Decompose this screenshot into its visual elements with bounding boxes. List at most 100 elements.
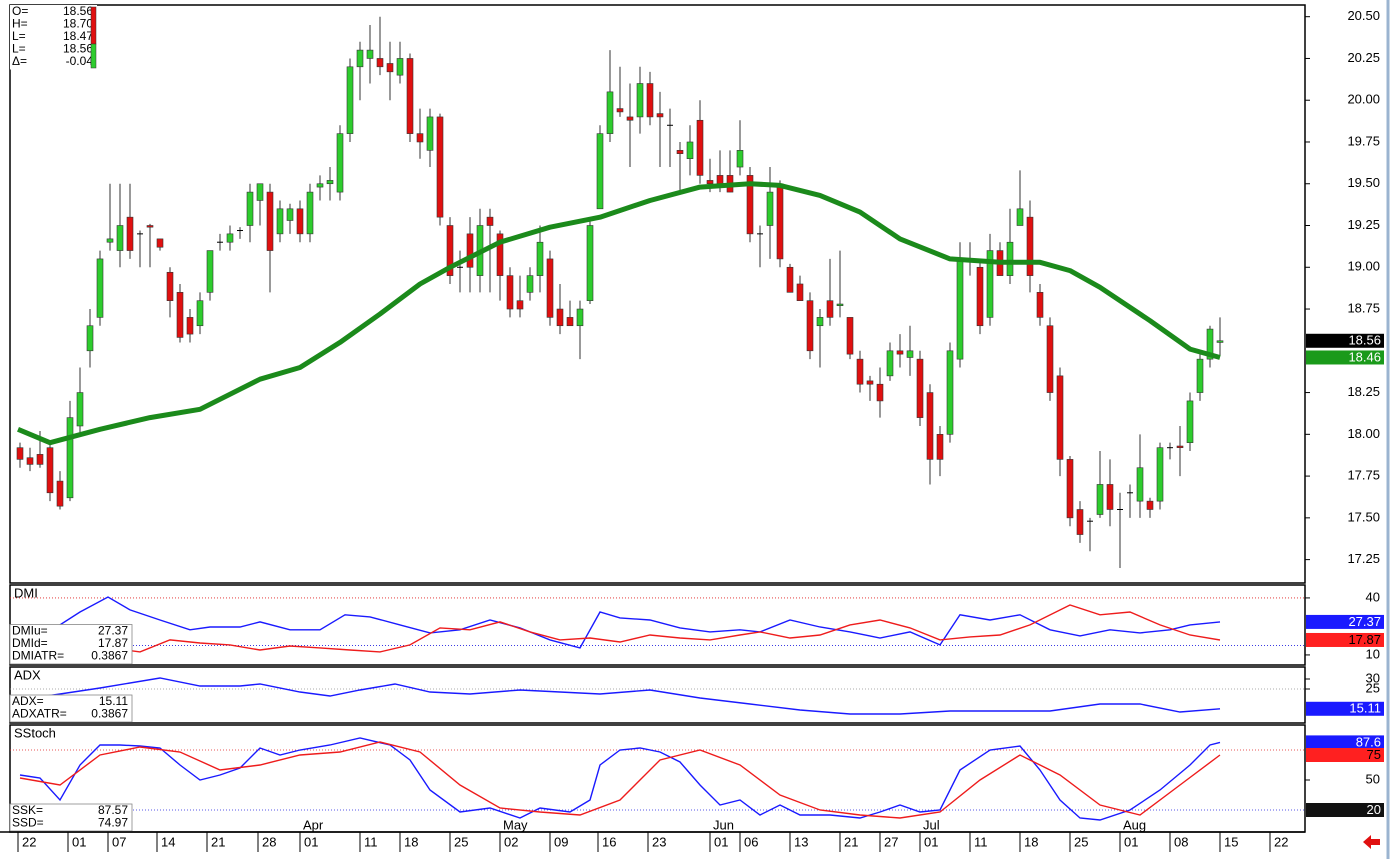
candle-body (1036, 292, 1044, 318)
x-tick-label: 01 (304, 834, 318, 849)
candle-body (1146, 500, 1154, 510)
candle-body (546, 258, 554, 318)
candle-body (246, 191, 254, 226)
candle-body (466, 233, 474, 268)
candle-body (926, 392, 934, 460)
value-box-label: 20 (1367, 802, 1381, 817)
x-tick-label: 08 (1174, 834, 1188, 849)
indicator-line (19, 677, 1221, 715)
x-tick-label: 21 (844, 834, 858, 849)
candle-body (1156, 447, 1164, 502)
candle-body (146, 225, 154, 228)
candle-body (446, 225, 454, 276)
readout-label: DMId= (12, 636, 48, 650)
readout-value: 27.37 (98, 624, 128, 638)
readout-box (10, 5, 97, 70)
panel-frame (9, 666, 1306, 724)
readout-value: 15.11 (99, 694, 128, 708)
candle-body (506, 275, 514, 310)
candle-body (186, 317, 194, 335)
candle-body (366, 49, 374, 59)
candle-body (496, 233, 504, 276)
candle-body (346, 66, 354, 134)
y-tick-label: 17.25 (1347, 551, 1380, 566)
candle-body (746, 175, 754, 235)
candle-body (1066, 459, 1074, 519)
candle-body (716, 175, 724, 185)
y-tick-label: 10 (1366, 646, 1380, 661)
x-tick-label: 01 (924, 834, 938, 849)
y-tick-label: 19.00 (1347, 259, 1380, 274)
value-box-label: 17.87 (1348, 632, 1381, 647)
readout-label: O= (12, 4, 28, 18)
readout-label: SSK= (12, 803, 43, 817)
panel-frame (9, 584, 1306, 666)
x-tick-label: 01 (72, 834, 86, 849)
candle-body (196, 300, 204, 327)
x-tick-label: 07 (112, 834, 126, 849)
candle-body (266, 191, 274, 251)
x-tick-label: 16 (602, 834, 616, 849)
value-box (1306, 735, 1384, 750)
y-tick-label: 20.50 (1347, 8, 1380, 23)
y-tick-label: 25 (1366, 680, 1380, 695)
candle-body (276, 208, 284, 235)
y-tick-label: 19.25 (1347, 217, 1380, 232)
candle-body (416, 133, 424, 143)
candle-body (1006, 241, 1014, 276)
x-tick-label: 21 (211, 834, 225, 849)
candle-body (636, 83, 644, 118)
month-label: Jul (923, 817, 940, 832)
readout-label: Δ= (12, 54, 27, 68)
readout-label: L= (12, 42, 26, 56)
candle-body (886, 350, 894, 377)
y-tick-label: 19.75 (1347, 133, 1380, 148)
candle-body (286, 208, 294, 221)
candle-body (566, 317, 574, 327)
readout-value: -0.04 (66, 54, 94, 68)
month-label: May (503, 817, 528, 832)
value-box (1306, 803, 1384, 817)
candle-body (836, 303, 844, 306)
candle-body (676, 150, 684, 154)
candle-body (1076, 509, 1084, 535)
candle-body (436, 116, 444, 218)
candle-body (696, 119, 704, 176)
candle-body (736, 150, 744, 168)
candle-body (556, 308, 564, 327)
candle-body (956, 258, 964, 360)
candle-body (776, 183, 784, 260)
value-box (1306, 632, 1384, 647)
month-label: Jun (713, 817, 734, 832)
candle-body (1056, 375, 1064, 460)
candle-body (516, 300, 524, 310)
candle-body (986, 250, 994, 318)
candle-body (656, 113, 664, 118)
x-tick-label: 11 (974, 834, 988, 849)
candle-body (1046, 325, 1054, 393)
scroll-arrow[interactable] (1363, 835, 1380, 849)
candle-body (826, 300, 834, 318)
panel-frame (9, 724, 1306, 833)
value-box-label: 87.6 (1356, 734, 1381, 749)
y-tick-label: 40 (1366, 589, 1380, 604)
candle-body (126, 216, 134, 251)
indicator-line (19, 596, 1221, 649)
candle-body (96, 258, 104, 318)
candle-body (1026, 216, 1034, 276)
candle-body (946, 350, 954, 435)
candle-body (616, 108, 624, 113)
value-box-label: 27.37 (1348, 614, 1381, 629)
range-bar-high (90, 6, 97, 45)
panel-frame (9, 4, 1306, 584)
readout-value: 18.47 (63, 29, 93, 43)
range-bar-low (90, 43, 97, 69)
candle-body (606, 91, 614, 134)
y-tick-label: 17.50 (1347, 509, 1380, 524)
y-tick-label: 20.00 (1347, 92, 1380, 107)
readout-label: SSD= (12, 816, 44, 830)
candle-body (576, 308, 584, 327)
y-tick-label: 18.00 (1347, 426, 1380, 441)
candle-body (806, 300, 814, 352)
candle-body (796, 283, 804, 301)
